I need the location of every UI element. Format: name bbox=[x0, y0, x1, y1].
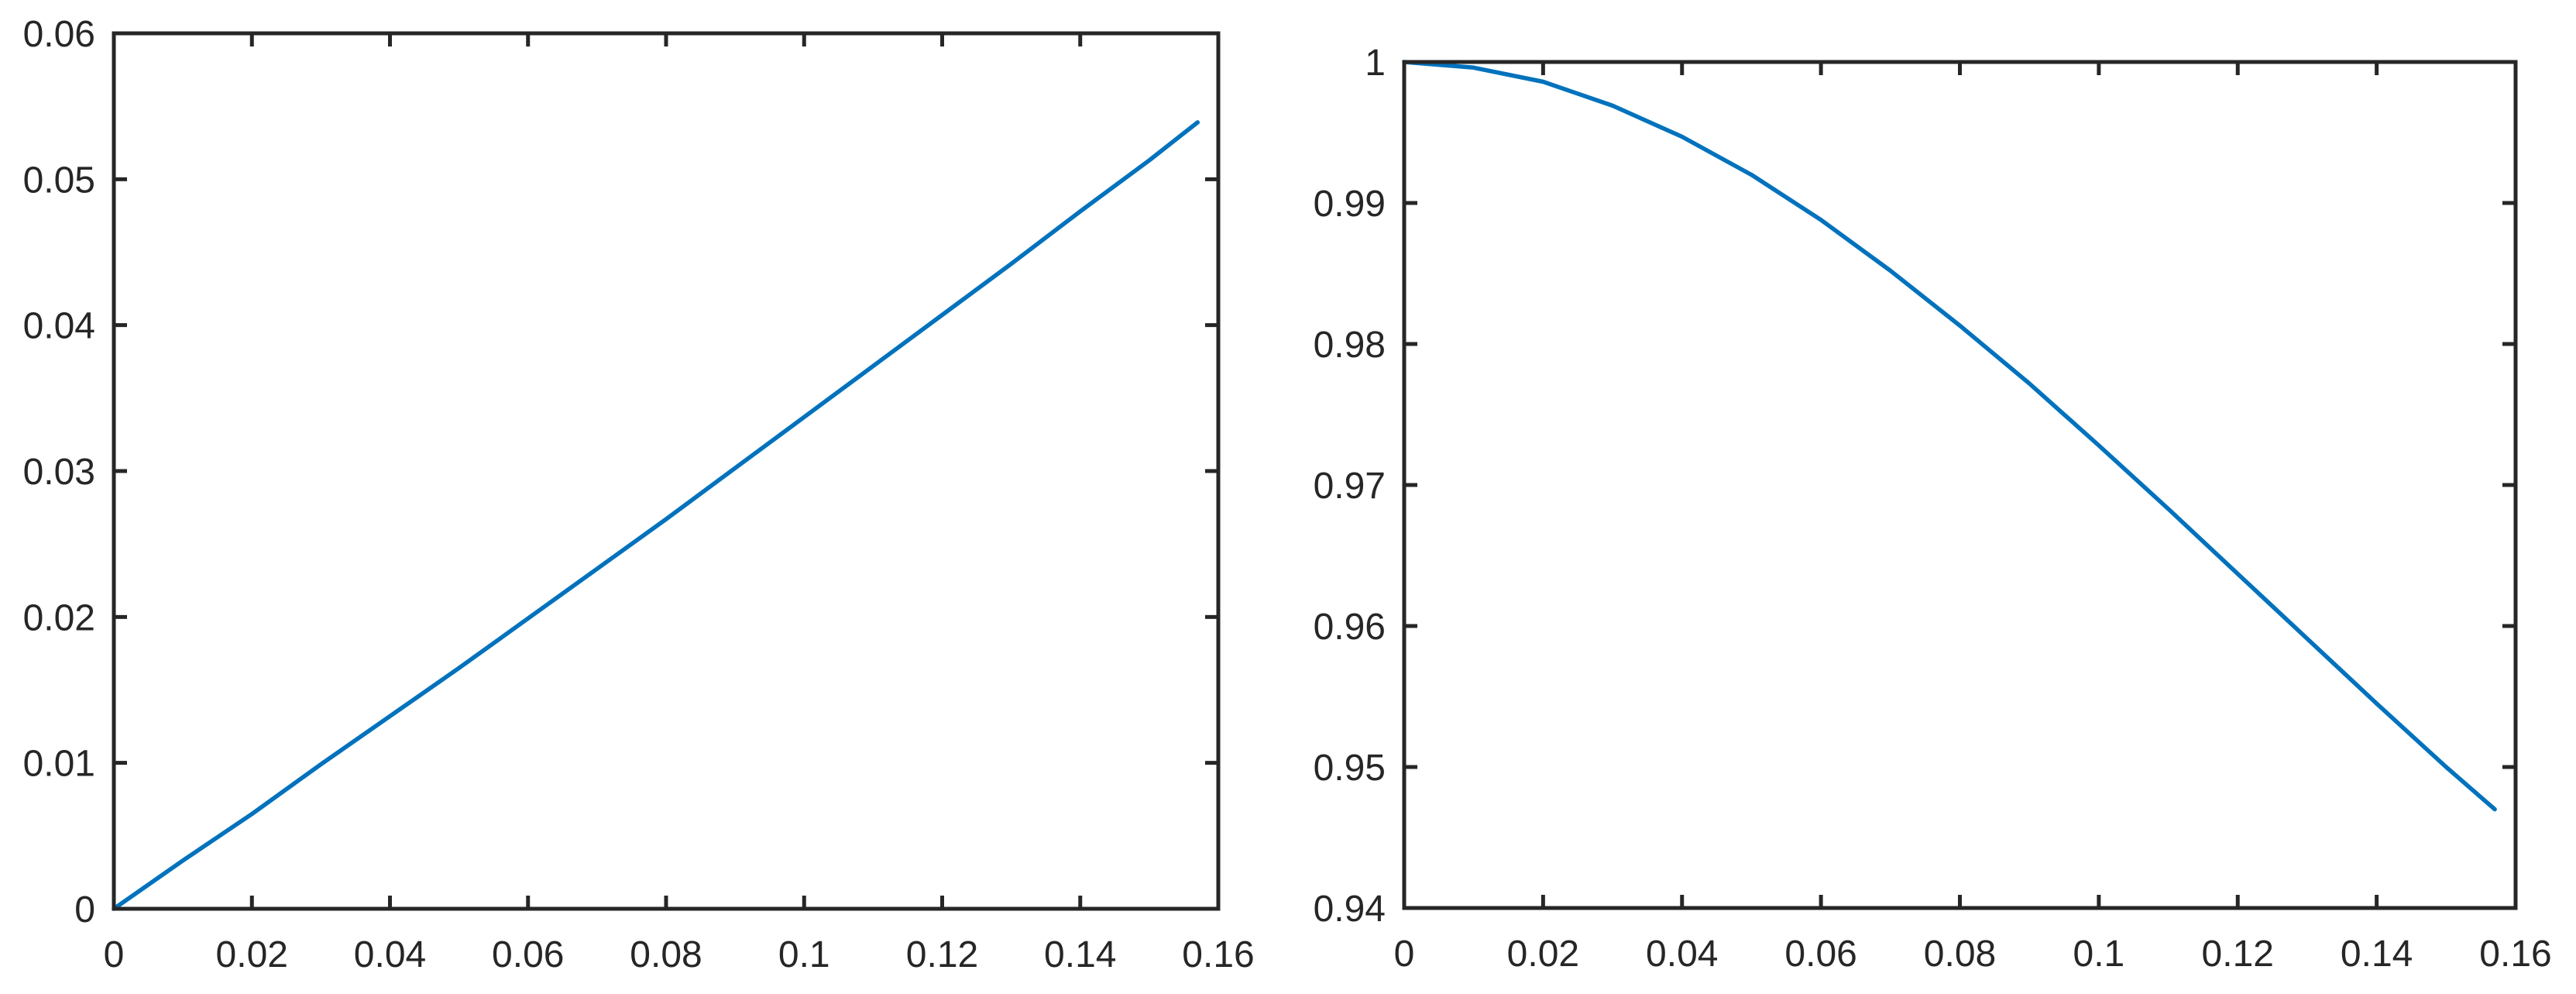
plot-box bbox=[1402, 60, 2518, 910]
x-tick-label: 0 bbox=[1394, 934, 1415, 975]
y-tick-label: 0 bbox=[74, 889, 95, 930]
x-tick-label: 0.1 bbox=[2073, 934, 2125, 975]
y-tick-label: 0.99 bbox=[1314, 184, 1386, 225]
y-tick-label: 0.01 bbox=[23, 744, 95, 785]
x-tick-label: 0.12 bbox=[906, 934, 978, 975]
x-tick-label: 0 bbox=[104, 934, 125, 975]
x-tick-label: 0.14 bbox=[2341, 934, 2413, 975]
y-tick-label: 1 bbox=[1365, 43, 1386, 84]
y-tick-label: 0.94 bbox=[1314, 889, 1386, 930]
x-tick-label: 0.08 bbox=[1924, 934, 1996, 975]
x-tick-label: 0.02 bbox=[216, 934, 288, 975]
y-tick-label: 0.95 bbox=[1314, 748, 1386, 789]
y-tick-label: 0.02 bbox=[23, 597, 95, 638]
x-tick-label: 0.14 bbox=[1044, 934, 1116, 975]
x-tick-label: 0.16 bbox=[1182, 934, 1254, 975]
x-tick-label: 0.02 bbox=[1507, 934, 1579, 975]
x-tick-label: 0.1 bbox=[778, 934, 830, 975]
x-tick-label: 0.06 bbox=[1784, 934, 1856, 975]
x-tick-label: 0.08 bbox=[630, 934, 702, 975]
x-tick-label: 0.04 bbox=[354, 934, 426, 975]
y-axis: 0 0.01 0.02 0.03 0.04 0.05 0.06 bbox=[23, 14, 1218, 930]
plot-box bbox=[112, 31, 1221, 911]
x-tick-label: 0.06 bbox=[492, 934, 564, 975]
y-tick-label: 0.98 bbox=[1314, 325, 1386, 366]
y-axis: 0.94 0.95 0.96 0.97 0.98 0.99 1 bbox=[1314, 43, 2516, 930]
data-line bbox=[1402, 60, 2497, 812]
x-axis: 0 0.02 0.04 0.06 0.08 0.1 0.12 0.14 0.16 bbox=[104, 33, 1255, 975]
y-tick-label: 0.06 bbox=[23, 14, 95, 55]
x-axis: 0 0.02 0.04 0.06 0.08 0.1 0.12 0.14 0.16 bbox=[1394, 62, 2552, 975]
y-tick-label: 0.05 bbox=[23, 160, 95, 201]
y-tick-label: 0.97 bbox=[1314, 466, 1386, 507]
right-plot: 0 0.02 0.04 0.06 0.08 0.1 0.12 0.14 0.16 0.94 0.95… bbox=[1314, 43, 2552, 975]
x-tick-label: 0.16 bbox=[2479, 934, 2551, 975]
y-tick-label: 0.96 bbox=[1314, 607, 1386, 648]
y-tick-label: 0.04 bbox=[23, 306, 95, 347]
data-line bbox=[112, 120, 1200, 911]
x-tick-label: 0.04 bbox=[1646, 934, 1718, 975]
left-plot: 0 0.02 0.04 0.06 0.08 0.1 0.12 0.14 0.16 0 0.01 0.0… bbox=[23, 14, 1255, 975]
x-tick-label: 0.12 bbox=[2202, 934, 2274, 975]
y-tick-label: 0.03 bbox=[23, 452, 95, 493]
